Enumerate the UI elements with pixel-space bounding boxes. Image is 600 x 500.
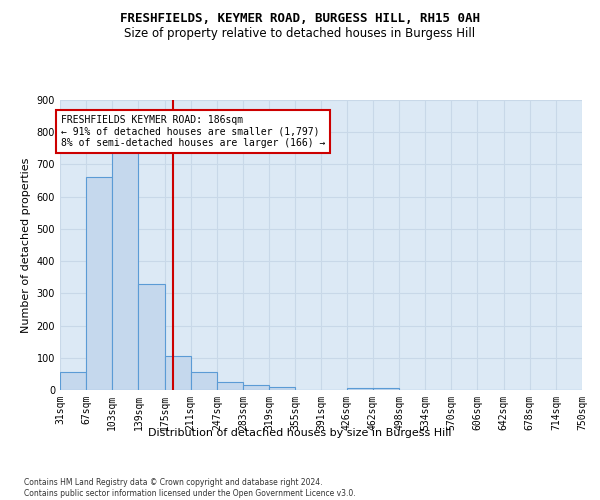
Bar bbox=[60, 372, 86, 390]
Bar bbox=[112, 152, 139, 390]
Bar bbox=[269, 387, 295, 390]
Bar bbox=[191, 372, 217, 390]
Bar bbox=[86, 178, 112, 390]
Bar bbox=[164, 356, 191, 390]
Text: Size of property relative to detached houses in Burgess Hill: Size of property relative to detached ho… bbox=[124, 28, 476, 40]
Y-axis label: Number of detached properties: Number of detached properties bbox=[21, 158, 31, 332]
Text: FRESHFIELDS, KEYMER ROAD, BURGESS HILL, RH15 0AH: FRESHFIELDS, KEYMER ROAD, BURGESS HILL, … bbox=[120, 12, 480, 26]
Bar bbox=[347, 388, 373, 390]
Bar bbox=[217, 382, 243, 390]
Bar bbox=[373, 388, 399, 390]
Bar bbox=[243, 385, 269, 390]
Text: Distribution of detached houses by size in Burgess Hill: Distribution of detached houses by size … bbox=[148, 428, 452, 438]
Text: Contains HM Land Registry data © Crown copyright and database right 2024.
Contai: Contains HM Land Registry data © Crown c… bbox=[24, 478, 356, 498]
Bar bbox=[139, 284, 164, 390]
Text: FRESHFIELDS KEYMER ROAD: 186sqm
← 91% of detached houses are smaller (1,797)
8% : FRESHFIELDS KEYMER ROAD: 186sqm ← 91% of… bbox=[61, 114, 325, 148]
